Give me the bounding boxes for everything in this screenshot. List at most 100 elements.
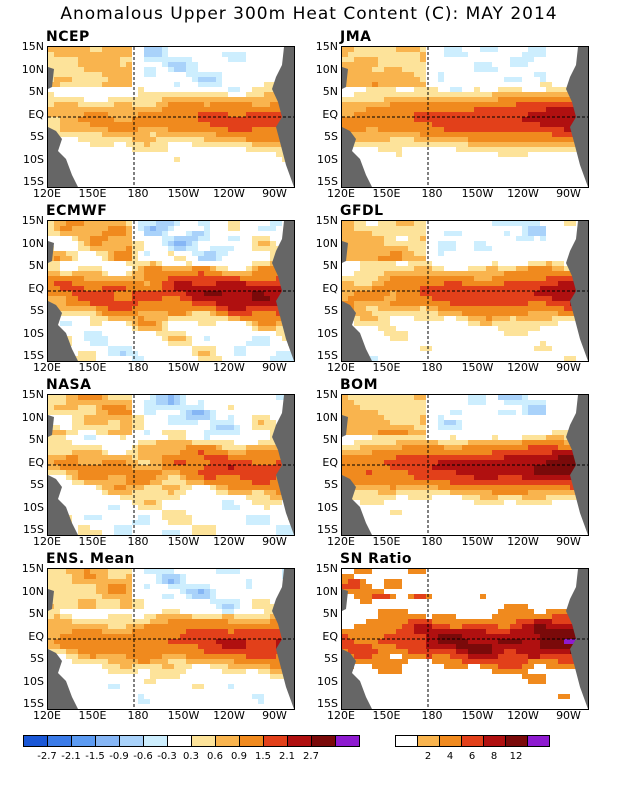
y-tick-label: 10N (315, 62, 338, 76)
y-tick-label: EQ (28, 281, 44, 295)
map-panel-sn-ratio (341, 568, 589, 710)
y-tick-label: 10S (23, 500, 44, 514)
x-tick-label: 150E (78, 709, 107, 722)
heatmap-field (342, 221, 588, 361)
sn-colorbar-swatch (527, 735, 550, 747)
anomaly-colorbar-swatch (95, 735, 120, 747)
heatmap-field (342, 569, 588, 709)
y-tick-label: 5S (30, 478, 44, 492)
y-tick-label: 5N (322, 433, 338, 447)
x-tick-label: 120W (507, 535, 539, 548)
panel-title: BOM (340, 377, 379, 393)
y-tick-label: EQ (322, 107, 338, 121)
sn-colorbar-swatch (461, 735, 484, 747)
sn-colorbar-swatch (395, 735, 418, 747)
anomaly-colorbar-swatch (311, 735, 336, 747)
anomaly-colorbar-label: 1.5 (255, 751, 271, 762)
y-tick-label: 10N (21, 236, 44, 250)
y-tick-label: 5N (322, 259, 338, 273)
y-tick-label: 15N (315, 562, 338, 575)
y-tick-label: 10S (23, 326, 44, 340)
map-panel-bom (341, 394, 589, 536)
y-tick-label: 10S (317, 500, 338, 514)
sn-colorbar-label: 2 (424, 751, 432, 762)
anomaly-colorbar-swatch (335, 735, 360, 747)
x-tick-label: 120E (327, 709, 355, 722)
x-tick-label: 150E (372, 187, 401, 200)
y-tick-label: 15S (23, 175, 44, 189)
y-tick-label: 15S (317, 523, 338, 537)
x-tick-label: 90W (262, 535, 287, 548)
anomaly-colorbar-label: 0.6 (207, 751, 223, 762)
y-tick-label: 15N (315, 214, 338, 227)
heatmap-field (342, 395, 588, 535)
x-tick-label: 150E (78, 535, 107, 548)
x-tick-label: 150E (78, 361, 107, 374)
y-tick-label: 15N (21, 562, 44, 575)
map-panel-jma (341, 46, 589, 188)
map-panel-nasa (47, 394, 295, 536)
anomaly-colorbar-label: 2.1 (279, 751, 295, 762)
x-tick-label: 150W (167, 709, 200, 722)
y-tick-label: 15N (315, 388, 338, 401)
heatmap-field (48, 569, 294, 709)
x-tick-label: 150W (461, 535, 494, 548)
x-tick-label: 90W (556, 709, 581, 722)
anomaly-colorbar-label: -0.6 (133, 751, 153, 762)
y-tick-label: 15S (317, 349, 338, 363)
map-panel-gfdl (341, 220, 589, 362)
y-tick-label: 10S (23, 674, 44, 688)
panel-title: ECMWF (46, 203, 108, 219)
x-tick-label: 150E (372, 535, 401, 548)
y-tick-label: 5S (30, 652, 44, 666)
x-tick-label: 90W (262, 187, 287, 200)
x-tick-label: 120W (213, 361, 245, 374)
heatmap-field (48, 221, 294, 361)
panel-title: SN Ratio (340, 551, 413, 567)
x-tick-label: 150W (167, 535, 200, 548)
anomaly-colorbar-label: 2.7 (303, 751, 319, 762)
anomaly-colorbar-label: 0.9 (231, 751, 247, 762)
anomaly-colorbar-swatch (23, 735, 48, 747)
x-tick-label: 120E (327, 535, 355, 548)
y-tick-label: 10S (23, 152, 44, 166)
y-tick-label: 15N (21, 388, 44, 401)
x-tick-label: 150E (78, 187, 107, 200)
x-tick-label: 150W (461, 187, 494, 200)
x-tick-label: 120E (327, 361, 355, 374)
sn-colorbar-label: 4 (446, 751, 454, 762)
panel-title: NCEP (46, 29, 90, 45)
anomaly-colorbar-swatch (47, 735, 72, 747)
y-tick-label: 5S (324, 304, 338, 318)
x-tick-label: 150W (461, 361, 494, 374)
x-tick-label: 150W (461, 709, 494, 722)
sn-colorbar-swatch (439, 735, 462, 747)
y-tick-label: 15S (23, 349, 44, 363)
anomaly-colorbar-swatch (119, 735, 144, 747)
map-panel-ens-mean (47, 568, 295, 710)
x-tick-label: 120W (507, 187, 539, 200)
y-tick-label: EQ (322, 455, 338, 469)
x-tick-label: 180 (127, 361, 149, 374)
y-tick-label: 15S (317, 697, 338, 711)
heatmap-field (48, 395, 294, 535)
y-tick-label: 5S (324, 478, 338, 492)
x-tick-label: 120W (507, 361, 539, 374)
heatmap-field (48, 47, 294, 187)
anomaly-colorbar-swatch (143, 735, 168, 747)
y-tick-label: 10S (317, 326, 338, 340)
anomaly-colorbar-swatch (239, 735, 264, 747)
x-tick-label: 180 (421, 709, 443, 722)
x-tick-label: 120W (213, 709, 245, 722)
panel-title: NASA (46, 377, 92, 393)
y-tick-label: 5S (324, 130, 338, 144)
y-tick-label: 5N (28, 259, 44, 273)
y-tick-label: 15N (21, 40, 44, 53)
y-tick-label: 5N (322, 85, 338, 99)
x-tick-label: 120W (213, 187, 245, 200)
y-tick-label: 10N (21, 584, 44, 598)
heatmap-field (342, 47, 588, 187)
anomaly-colorbar-swatch (167, 735, 192, 747)
y-tick-label: 5S (30, 130, 44, 144)
y-tick-label: 5S (324, 652, 338, 666)
